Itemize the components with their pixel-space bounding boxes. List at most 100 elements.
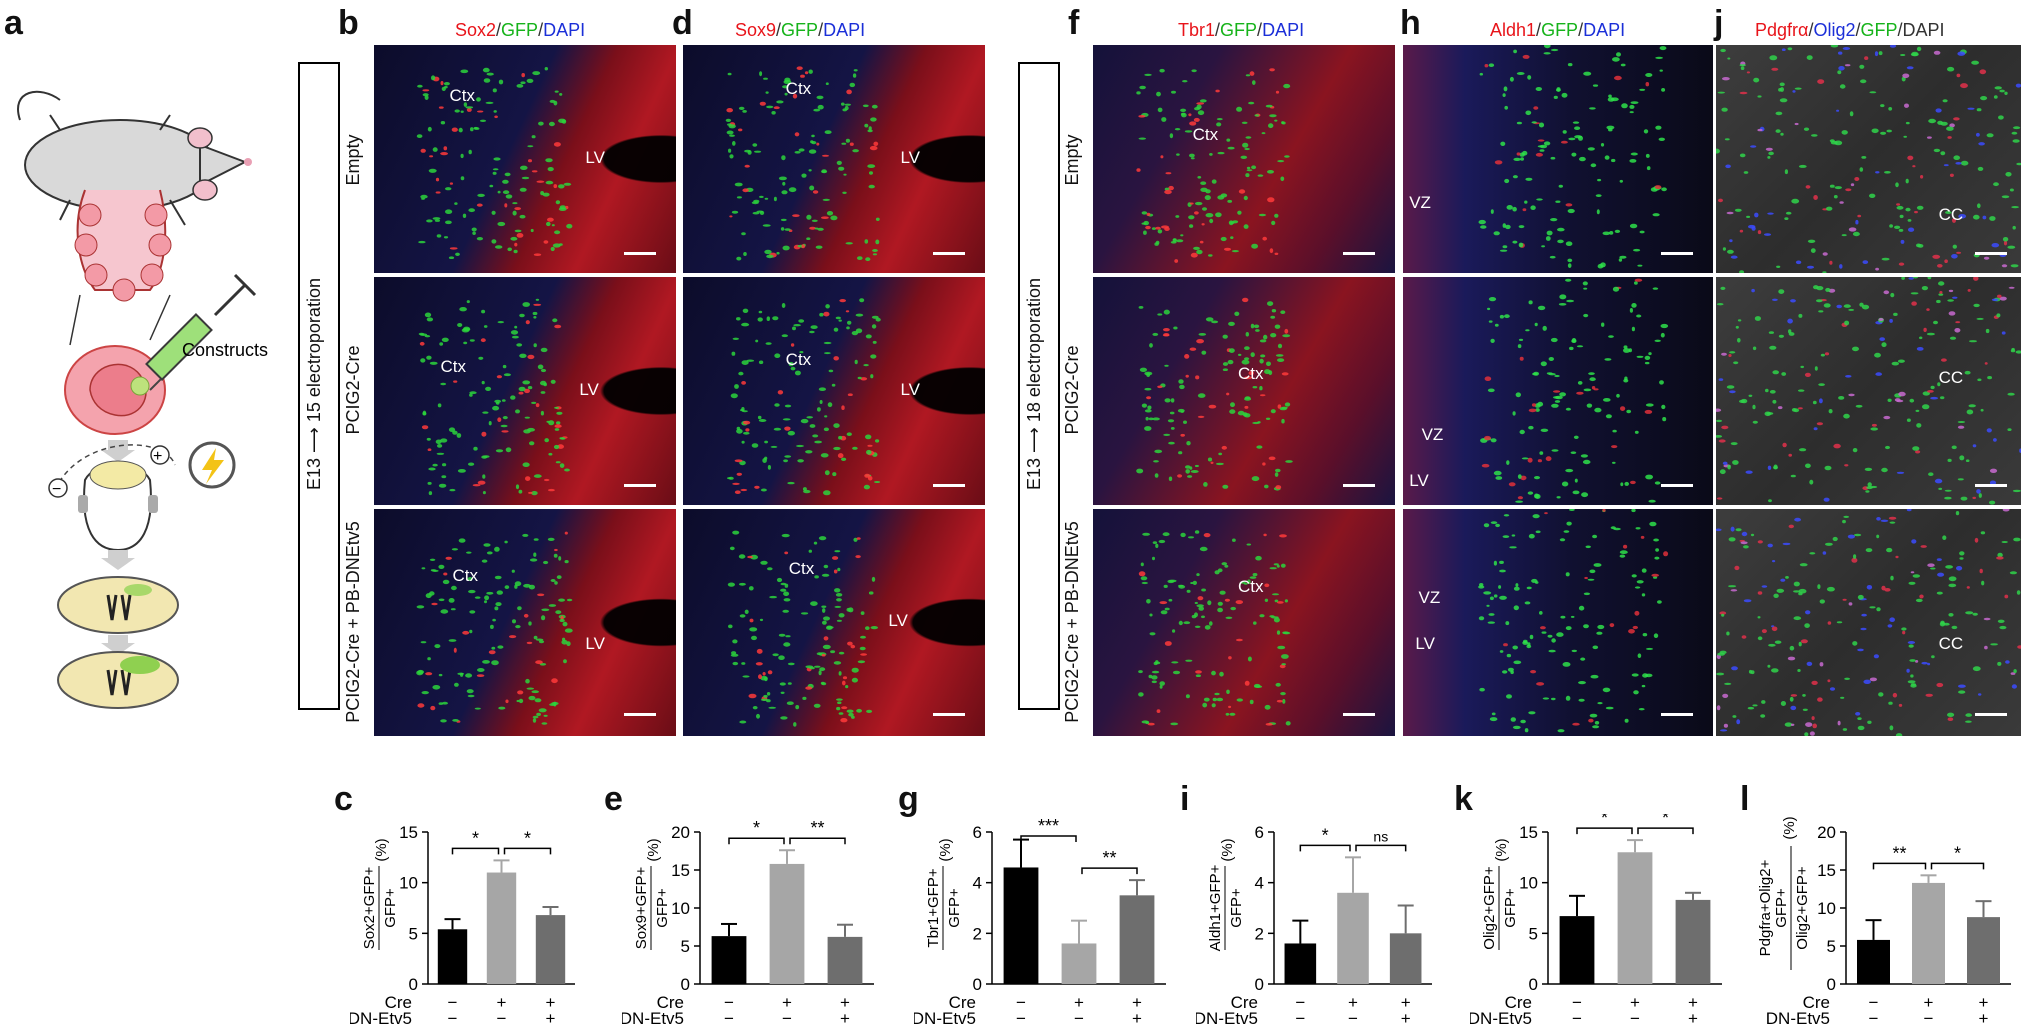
- y-label-part: GFP+: [1228, 888, 1245, 928]
- y-label-part: (%): [1219, 838, 1236, 861]
- significance-label: *: [1954, 843, 1961, 863]
- marker-part: /: [1215, 20, 1221, 40]
- significance-label: *: [753, 818, 760, 838]
- micrograph-h-row3: VZ LV: [1403, 509, 1713, 736]
- y-label-part: (%): [373, 838, 390, 861]
- significance-label: *: [524, 828, 531, 848]
- marker-part: /: [1536, 20, 1542, 40]
- condition-label-dnetv5: DN-Etv5: [1766, 1009, 1830, 1024]
- marker-part: GFP: [781, 20, 819, 40]
- y-axis-label: Tbr1+GFP+ GFP+ (%): [925, 838, 963, 950]
- micrograph-f-row3: Ctx: [1093, 509, 1395, 736]
- marker-part: /: [496, 20, 502, 40]
- y-tick-label: 0: [1827, 975, 1836, 994]
- y-tick-label: 15: [671, 861, 690, 880]
- condition-label-cre: Cre: [657, 993, 684, 1012]
- experiment-box-left: [298, 62, 340, 710]
- condition-cre-value: +: [497, 993, 507, 1012]
- condition-label-cre: Cre: [1231, 993, 1258, 1012]
- significance-label: ***: [1038, 816, 1059, 836]
- region-label: Ctx: [785, 349, 812, 369]
- y-label-part: GFP+: [654, 888, 671, 928]
- region-label: LV: [579, 379, 599, 399]
- panel-label-a: a: [4, 4, 23, 42]
- significance-bracket: [1930, 862, 1985, 870]
- region-label: Ctx: [785, 79, 812, 99]
- scale-bar: [1661, 713, 1693, 716]
- y-tick-label: 4: [1255, 874, 1264, 893]
- panel-label-f: f: [1068, 4, 1080, 42]
- constructs-label: Constructs: [182, 340, 268, 360]
- row-label-empty-left: Empty: [343, 134, 363, 186]
- y-axis-label: Aldh1+GFP+ GFP+ (%): [1207, 838, 1245, 951]
- panel-label-b: b: [338, 4, 359, 42]
- row-label-dnetv5-left: PCIG2-Cre + PB-DNEtv5: [343, 521, 363, 723]
- condition-label-dnetv5: DN-Etv5: [1196, 1009, 1258, 1024]
- panel-label-l: l: [1740, 780, 1750, 818]
- significance-label: ns: [1373, 828, 1388, 844]
- y-label-part: (%): [1781, 816, 1798, 839]
- region-label: LV: [1409, 470, 1429, 490]
- marker-part: /: [776, 20, 782, 40]
- y-tick-label: 15: [1519, 823, 1538, 842]
- significance-label: *: [472, 828, 479, 848]
- marker-part: /: [1578, 20, 1584, 40]
- marker-part: GFP: [501, 20, 539, 40]
- marker-part: DAPI: [1262, 20, 1305, 40]
- panel-label-e: e: [604, 780, 623, 818]
- condition-cre-value: +: [1348, 993, 1358, 1012]
- condition-dnetv5-value: −: [1074, 1009, 1084, 1024]
- experiment-label-right: E13 ⟶ 18 electroporation: [1024, 278, 1044, 490]
- marker-part: GFP: [1860, 20, 1898, 40]
- y-label-part: GFP+: [1502, 888, 1519, 928]
- y-tick-label: 0: [409, 975, 418, 994]
- bar-1: [1559, 916, 1595, 984]
- y-tick-label: 2: [1255, 924, 1264, 943]
- y-tick-label: 5: [1529, 924, 1538, 943]
- brain-slice-1: [57, 576, 179, 634]
- bar-2: [486, 872, 517, 984]
- region-label: Ctx: [1237, 577, 1264, 597]
- significance-bracket: [1081, 867, 1138, 875]
- scale-bar: [1343, 713, 1375, 716]
- condition-dnetv5-value: +: [1688, 1009, 1698, 1024]
- bar-2: [1061, 943, 1097, 984]
- significance-label: *: [1601, 814, 1608, 828]
- significance-bracket: [1299, 844, 1351, 852]
- y-label-part: Aldh1+GFP+: [1207, 864, 1224, 951]
- scale-bar: [933, 713, 965, 716]
- y-tick-label: 10: [671, 899, 690, 918]
- condition-cre-value: −: [724, 993, 734, 1012]
- bar-1: [1003, 867, 1039, 984]
- micrograph-b-row1: Ctx LV: [374, 45, 676, 273]
- condition-dnetv5-value: −: [1869, 1009, 1879, 1024]
- marker-part: Sox9: [735, 20, 777, 40]
- condition-dnetv5-value: −: [1630, 1009, 1640, 1024]
- condition-dnetv5-value: −: [782, 1009, 792, 1024]
- condition-label-cre: Cre: [949, 993, 976, 1012]
- region-label: Ctx: [788, 558, 815, 578]
- region-label: CC: [1938, 368, 1964, 388]
- y-tick-label: 10: [1817, 899, 1836, 918]
- condition-label-dnetv5: DN-Etv5: [622, 1009, 684, 1024]
- bar-2: [1617, 852, 1653, 984]
- condition-dnetv5-value: +: [1979, 1009, 1989, 1024]
- condition-label-dnetv5: DN-Etv5: [914, 1009, 976, 1024]
- panel-label-j: j: [1714, 4, 1724, 42]
- panel-label-d: d: [672, 4, 693, 42]
- marker-part: Olig2: [1813, 20, 1856, 40]
- condition-cre-value: +: [1924, 993, 1934, 1012]
- region-label: LV: [1415, 633, 1435, 653]
- y-tick-label: 0: [681, 975, 690, 994]
- y-tick-label: 15: [399, 823, 418, 842]
- significance-bracket: [1576, 827, 1633, 835]
- y-tick-label: 20: [671, 823, 690, 842]
- y-label-part: Tbr1+GFP+: [925, 868, 942, 947]
- y-label-part: GFP+: [946, 888, 963, 928]
- panel-label-k: k: [1454, 780, 1473, 818]
- region-label: LV: [888, 611, 908, 631]
- micrograph-j-row2: CC: [1716, 277, 2021, 505]
- condition-cre-value: +: [1979, 993, 1989, 1012]
- condition-cre-value: −: [1295, 993, 1305, 1012]
